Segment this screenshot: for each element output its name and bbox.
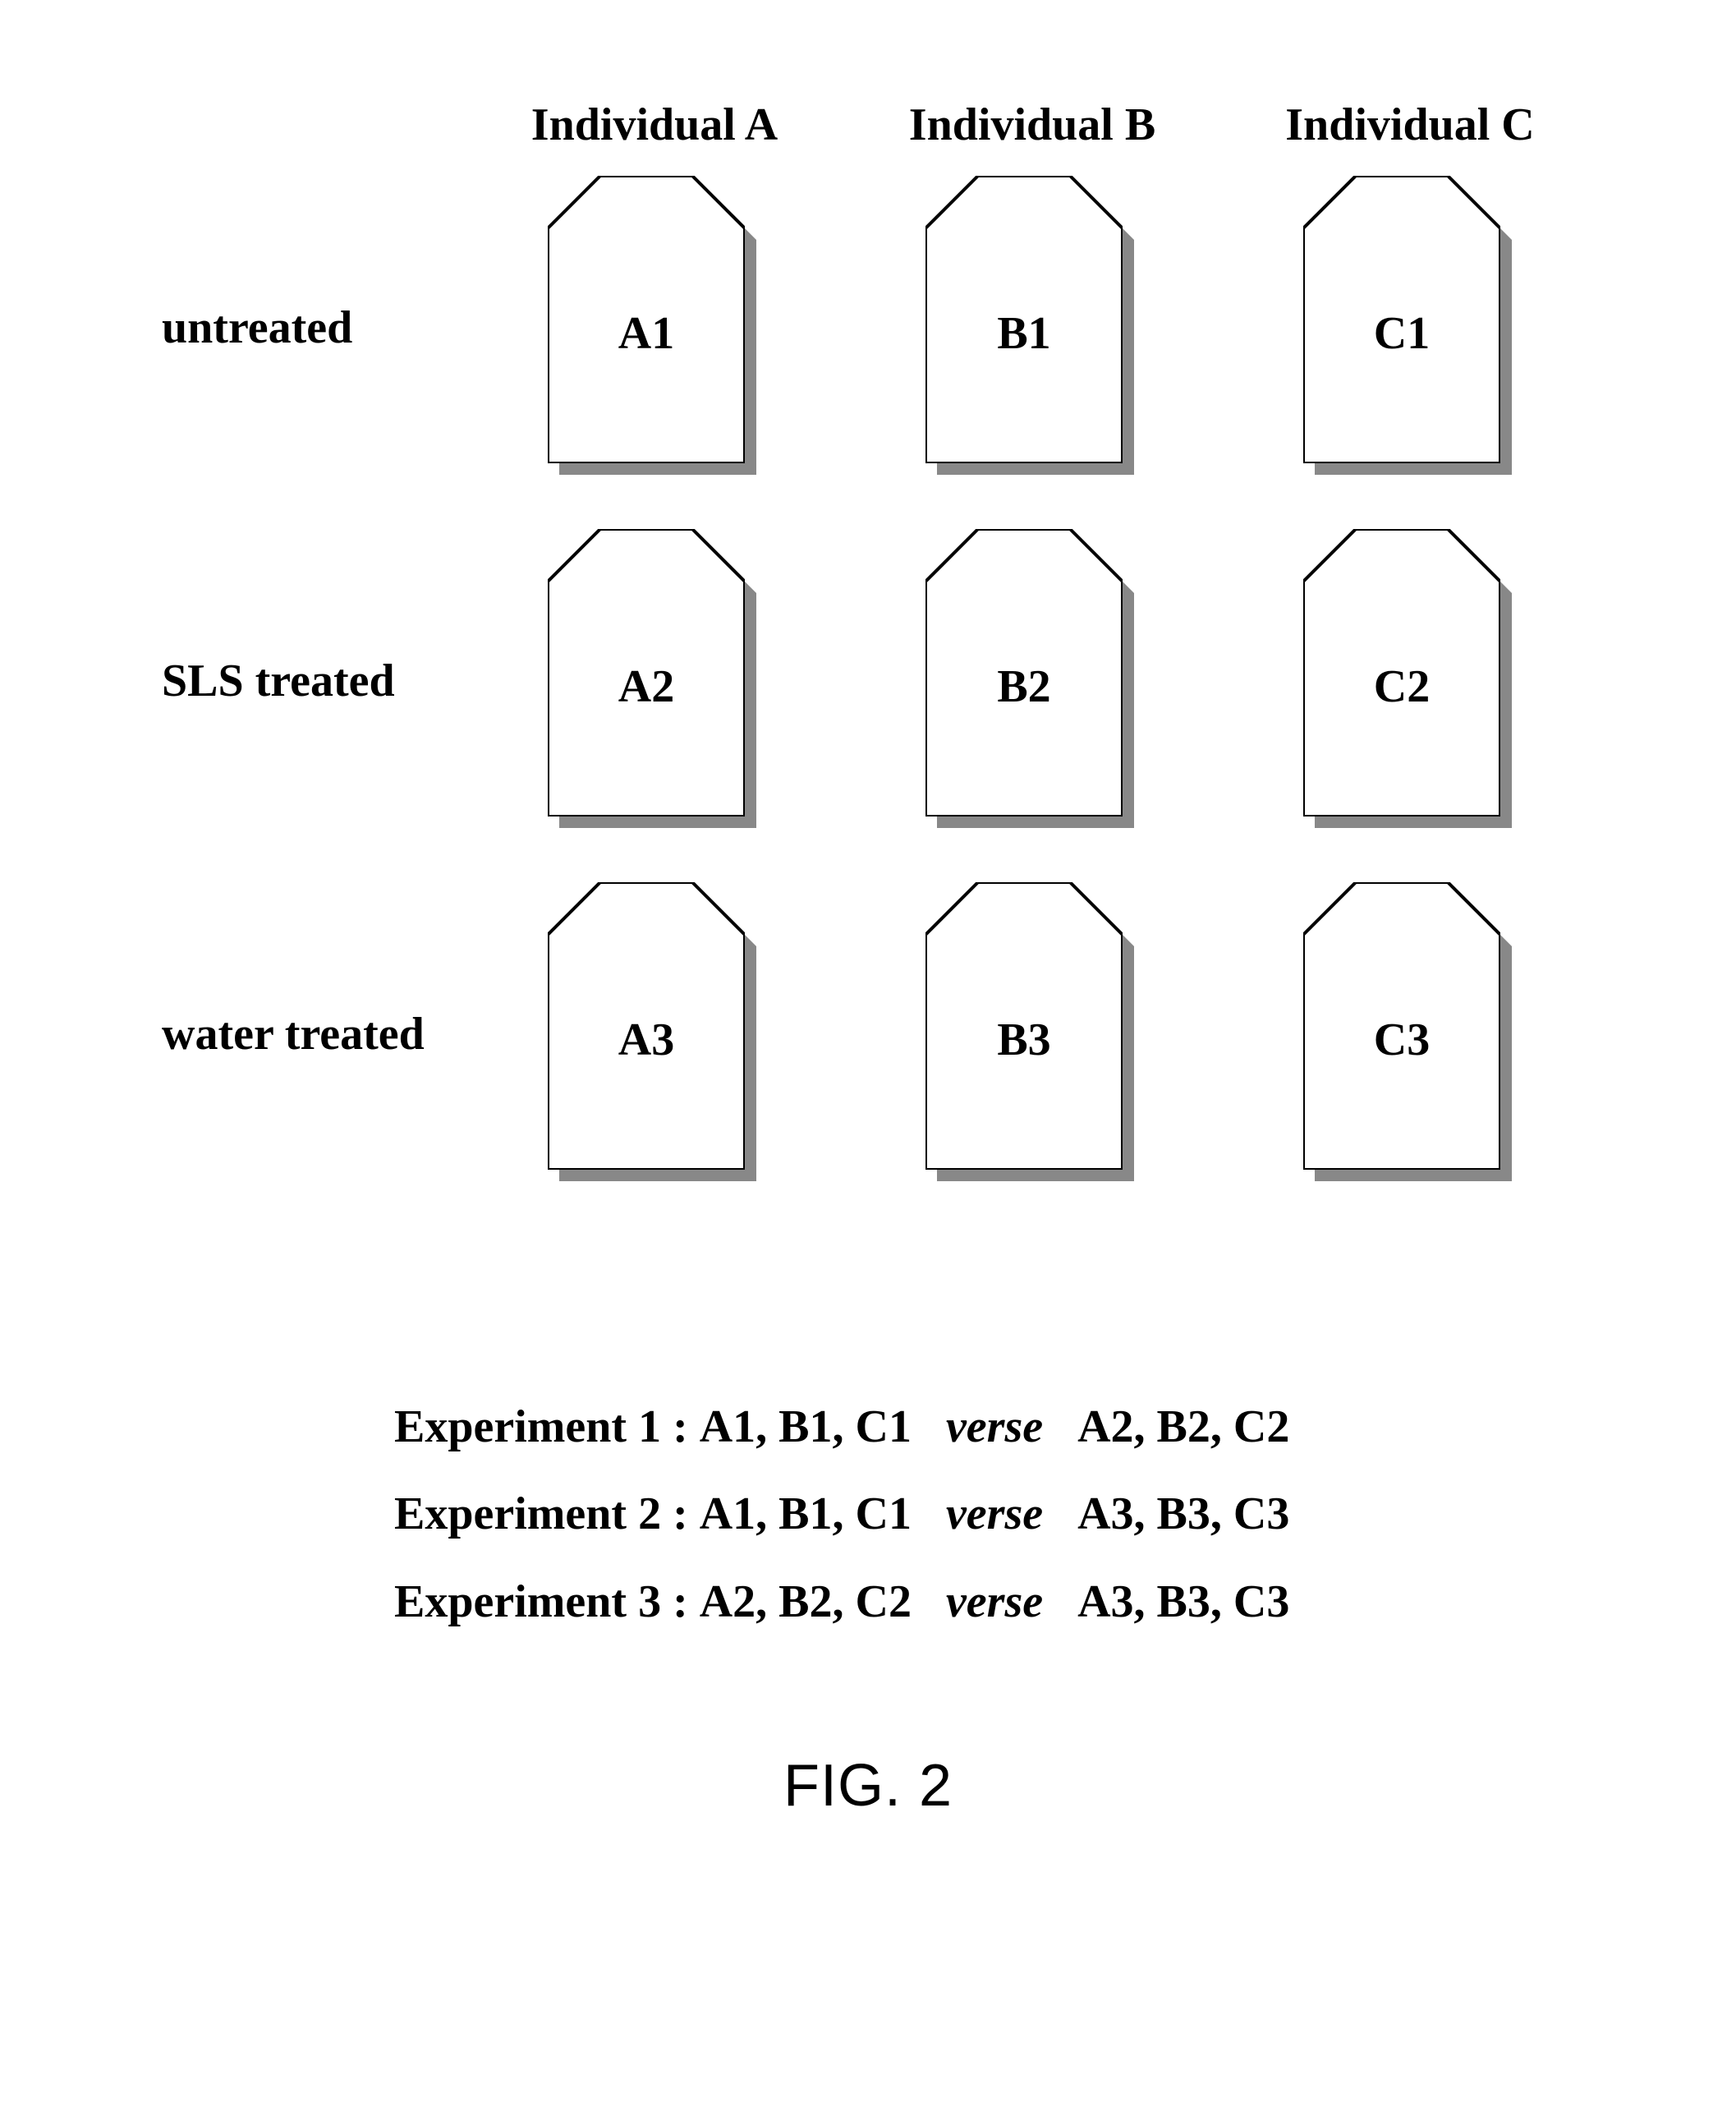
col-header-b: Individual B [843,99,1221,151]
sample-tag: A1 [548,176,761,480]
experiment-verse: verse [912,1401,1077,1452]
grid-cell: C1 [1221,176,1599,480]
sample-tag: C2 [1303,529,1517,833]
tag-label: C1 [1303,307,1500,360]
experiment-group-a: A2, B2, C2 [700,1576,912,1627]
experiment-verse: verse [912,1576,1077,1627]
grid-cell: C3 [1221,882,1599,1186]
row-cells: A1 B1 C1 [466,176,1607,480]
tag-label: C2 [1303,660,1500,713]
col-header-a: Individual A [466,99,843,151]
row-label: SLS treated [129,655,466,707]
grid-cell: C2 [1221,529,1599,833]
tag-label: A2 [548,660,745,713]
grid-cell: B3 [843,882,1221,1186]
figure-page: Individual A Individual B Individual C u… [0,0,1736,2116]
row-label: untreated [129,301,466,354]
figure-caption: FIG. 2 [0,1752,1736,1819]
experiment-group-b: A2, B2, C2 [1077,1401,1289,1452]
experiment-label: Experiment 2 : [394,1488,688,1539]
experiment-label: Experiment 1 : [394,1401,688,1452]
sample-tag: B2 [925,529,1139,833]
experiment-line: Experiment 1 : A1, B1, C1 verse A2, B2, … [394,1383,1736,1470]
grid-cell: B2 [843,529,1221,833]
rows-container: untreated A1 B1 C1 SLS treated A2 B2 C2 water tr… [129,151,1607,1211]
experiment-line: Experiment 3 : A2, B2, C2 verse A3, B3, … [394,1558,1736,1645]
column-headers: Individual A Individual B Individual C [466,99,1607,151]
sample-tag: C3 [1303,882,1517,1186]
grid-row: untreated A1 B1 C1 [129,151,1607,504]
sample-tag: C1 [1303,176,1517,480]
col-header-c: Individual C [1221,99,1599,151]
experiment-group-b: A3, B3, C3 [1077,1488,1289,1539]
tag-label: A1 [548,307,745,360]
tag-label: B1 [925,307,1123,360]
experiment-group-a: A1, B1, C1 [700,1401,912,1452]
tag-label: A3 [548,1014,745,1066]
experiment-label: Experiment 3 : [394,1576,688,1627]
grid-cell: A3 [466,882,843,1186]
experiment-group-a: A1, B1, C1 [700,1488,912,1539]
sample-tag: A2 [548,529,761,833]
grid-row: water treated A3 B3 C3 [129,858,1607,1211]
sample-tag: A3 [548,882,761,1186]
row-label: water treated [129,1008,466,1060]
sample-tag: B1 [925,176,1139,480]
experiments-list: Experiment 1 : A1, B1, C1 verse A2, B2, … [394,1383,1736,1645]
row-cells: A3 B3 C3 [466,882,1607,1186]
tag-label: C3 [1303,1014,1500,1066]
grid-cell: A1 [466,176,843,480]
row-cells: A2 B2 C2 [466,529,1607,833]
sample-tag: B3 [925,882,1139,1186]
experiment-group-b: A3, B3, C3 [1077,1576,1289,1627]
experiment-line: Experiment 2 : A1, B1, C1 verse A3, B3, … [394,1470,1736,1557]
grid-row: SLS treated A2 B2 C2 [129,504,1607,858]
grid-cell: B1 [843,176,1221,480]
sample-grid: Individual A Individual B Individual C u… [129,99,1607,1211]
grid-cell: A2 [466,529,843,833]
tag-label: B2 [925,660,1123,713]
tag-label: B3 [925,1014,1123,1066]
experiment-verse: verse [912,1488,1077,1539]
